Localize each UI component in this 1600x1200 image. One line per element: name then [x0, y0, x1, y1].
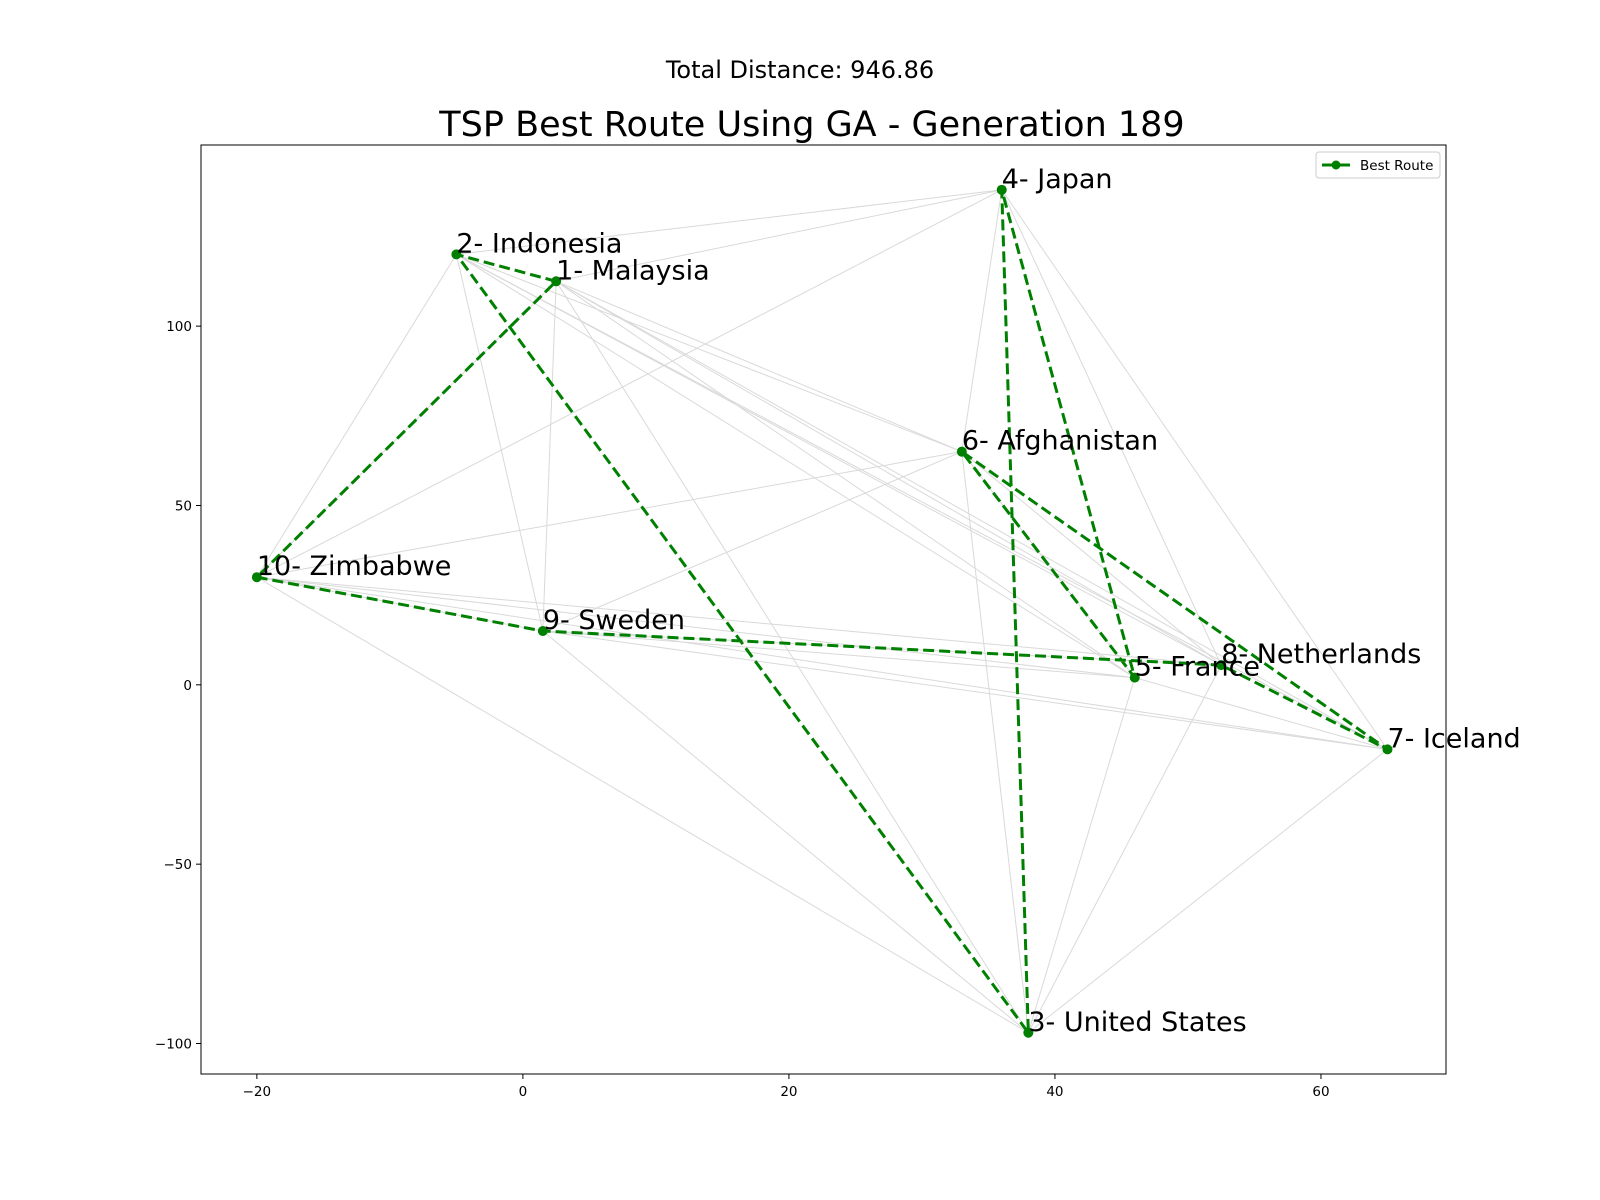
background-edge: [256, 189, 1002, 578]
x-tick-label: 0: [519, 1084, 528, 1100]
city-markers: [251, 184, 1393, 1038]
background-edge: [555, 280, 1136, 679]
city-label: 7- Iceland: [1387, 723, 1520, 754]
city-label: 6- Afghanistan: [962, 426, 1158, 457]
background-edge: [555, 280, 963, 453]
background-edge: [1027, 664, 1222, 1033]
background-edge: [456, 189, 1002, 255]
y-tick-label: −50: [164, 857, 193, 873]
city-marker: [1129, 672, 1140, 683]
city-marker: [451, 249, 462, 260]
background-edge: [961, 189, 1003, 452]
legend-label-best-route: Best Route: [1360, 158, 1433, 174]
y-tick-label: 0: [183, 678, 192, 694]
y-axis-ticks: −100 −50 0 50 100: [155, 319, 201, 1053]
city-label: 2- Indonesia: [456, 228, 622, 259]
city-label: 5- France: [1135, 652, 1260, 683]
city-marker: [996, 184, 1007, 195]
background-edge: [256, 576, 1222, 666]
background-edge: [542, 630, 1135, 679]
background-edge: [555, 281, 1029, 1034]
background-edge: [256, 576, 1388, 750]
plot-frame: [200, 144, 1447, 1075]
background-edge: [256, 254, 457, 578]
background-edge: [542, 451, 963, 632]
background-edge: [1027, 677, 1136, 1033]
legend-box: [1315, 151, 1441, 179]
background-edge: [542, 281, 557, 632]
x-tick-label: 60: [1312, 1084, 1329, 1100]
background-edge: [256, 451, 962, 578]
background-edge: [1001, 189, 1222, 666]
background-edge: [961, 451, 1029, 1033]
background-edge: [542, 630, 1388, 750]
background-edge: [256, 576, 1135, 679]
best-route-series: [255, 188, 1389, 1035]
x-tick-label: 40: [1046, 1084, 1063, 1100]
x-axis-ticks: −20 0 20 40 60: [243, 1074, 1330, 1100]
background-edge: [1001, 189, 1388, 750]
chart-suptitle: Total Distance: 946.86: [665, 56, 934, 84]
city-marker: [537, 626, 548, 637]
city-marker: [956, 446, 967, 457]
city-label: 8- Netherlands: [1221, 639, 1421, 670]
y-tick-label: 50: [175, 498, 192, 514]
city-label: 10- Zimbabwe: [257, 551, 452, 582]
city-marker: [551, 276, 562, 287]
x-tick-label: −20: [243, 1084, 272, 1100]
city-marker: [251, 572, 262, 583]
city-marker: [1216, 660, 1227, 671]
city-label: 1- Malaysia: [556, 255, 709, 286]
background-edge: [456, 253, 1136, 679]
background-edge: [1134, 677, 1388, 750]
city-label: 3- United States: [1028, 1007, 1246, 1038]
background-edge: [455, 254, 544, 632]
background-edge: [456, 253, 963, 453]
best-route-line: [255, 188, 1389, 1035]
chart-title: TSP Best Route Using GA - Generation 189: [438, 105, 1184, 145]
background-edge: [256, 576, 1029, 1034]
background-edge: [556, 189, 1002, 282]
x-tick-label: 20: [780, 1084, 797, 1100]
city-marker: [1382, 744, 1393, 755]
background-edge: [1028, 748, 1388, 1034]
background-edge: [555, 280, 1388, 750]
city-label: 9- Sweden: [543, 605, 685, 636]
background-edge: [555, 280, 1222, 666]
background-edge: [456, 253, 1222, 666]
legend: Best Route: [1315, 151, 1441, 179]
background-edge: [456, 253, 1388, 750]
y-tick-label: 100: [166, 319, 192, 335]
city-marker: [1023, 1027, 1034, 1038]
city-label: 4- Japan: [1002, 164, 1113, 195]
legend-marker-sample: [1331, 160, 1341, 170]
background-edge: [961, 451, 1222, 666]
y-tick-label: −100: [155, 1037, 192, 1053]
background-edge: [542, 630, 1029, 1034]
